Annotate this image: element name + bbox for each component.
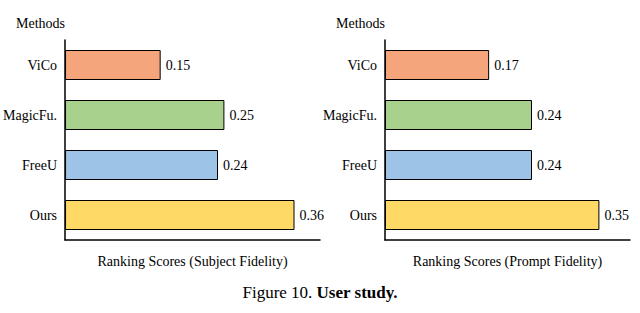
svg-text:Ranking Scores (Subject Fideli: Ranking Scores (Subject Fidelity) [97, 254, 287, 270]
svg-text:0.24: 0.24 [223, 158, 248, 173]
svg-text:0.24: 0.24 [537, 108, 562, 123]
svg-text:0.15: 0.15 [166, 58, 191, 73]
svg-text:MagicFu.: MagicFu. [323, 108, 377, 123]
svg-text:FreeU: FreeU [22, 158, 57, 173]
svg-text:0.35: 0.35 [604, 208, 629, 223]
html-text:Figure 10. User study.: Figure 10. User study. [242, 283, 398, 302]
svg-text:Methods: Methods [336, 16, 385, 31]
svg-text:Ours: Ours [350, 208, 377, 223]
svg-text:Ours: Ours [30, 208, 57, 223]
svg-text:ViCo: ViCo [348, 58, 378, 73]
svg-text:ViCo: ViCo [28, 58, 58, 73]
svg-text:0.17: 0.17 [494, 58, 519, 73]
svg-text:MagicFu.: MagicFu. [3, 108, 57, 123]
svg-text:0.36: 0.36 [300, 208, 325, 223]
svg-text:0.25: 0.25 [229, 108, 254, 123]
svg-text:Ranking Scores (Prompt Fidelit: Ranking Scores (Prompt Fidelity) [413, 254, 603, 270]
svg-text:FreeU: FreeU [342, 158, 377, 173]
svg-text:Methods: Methods [16, 16, 65, 31]
svg-text:0.24: 0.24 [537, 158, 562, 173]
